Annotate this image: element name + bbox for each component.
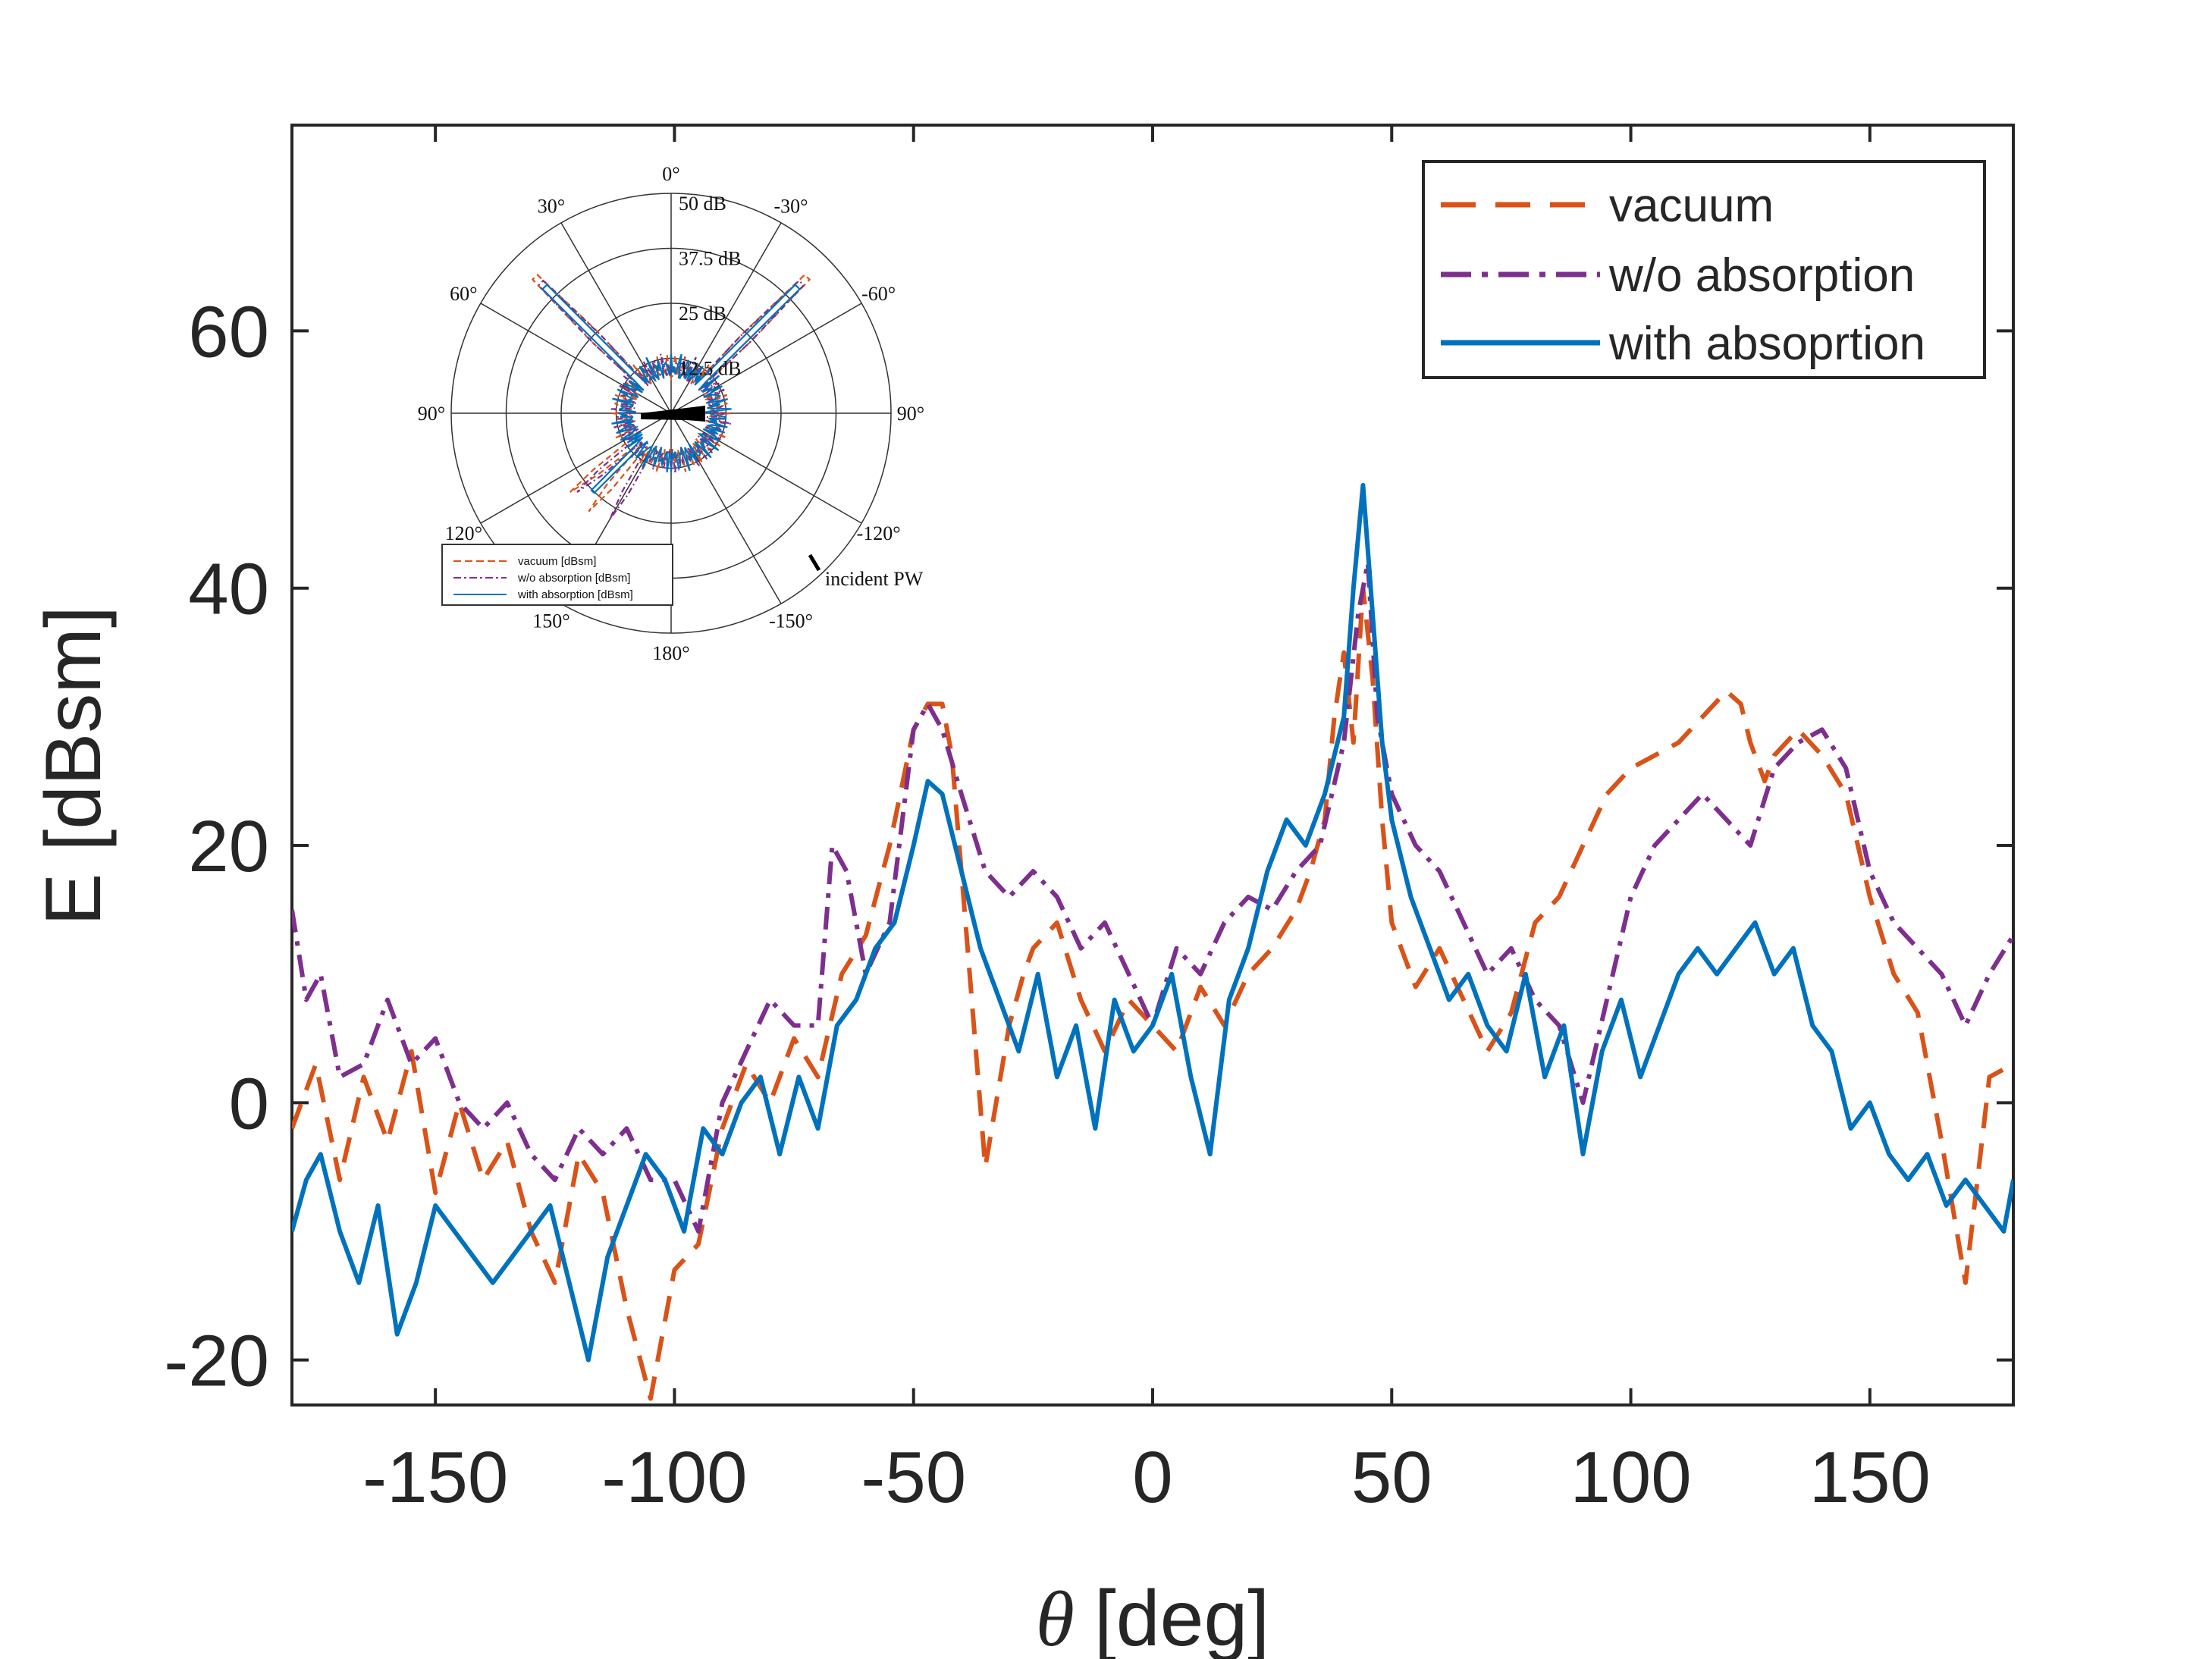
x-axis-label: θ [deg]	[1036, 1575, 1269, 1659]
x-tick-label: -100	[601, 1437, 747, 1518]
legend-label-with-absorption: with absoprtion	[1608, 318, 1925, 370]
polar-target-shape	[641, 406, 705, 422]
incident-pw-marker	[808, 554, 821, 572]
polar-angle-label: 90°	[897, 403, 924, 425]
legend: vacuum w/o absorption with absoprtion	[1422, 160, 1986, 379]
polar-angle-label: 120°	[445, 522, 482, 544]
series-line-vacuum	[292, 585, 2013, 1401]
x-tick-label: 150	[1809, 1437, 1931, 1518]
polar-r-labels: 12.5 dB 25 dB 37.5 dB 50 dB	[679, 193, 741, 380]
target-silhouette	[641, 406, 705, 422]
inset-legend-label-wo-absorption: w/o absorption [dBsm]	[517, 572, 630, 585]
y-tick-label: 20	[188, 806, 269, 887]
polar-angle-label: 180°	[652, 642, 689, 664]
polar-angle-label: 60°	[450, 283, 477, 305]
y-ticks	[292, 329, 2013, 1362]
polar-angle-label: 90°	[418, 403, 445, 425]
polar-angle-label: -120°	[857, 522, 901, 544]
legend-label-vacuum: vacuum	[1609, 180, 1774, 232]
y-axis-label: E [dBsm]	[30, 606, 118, 926]
y-tick-label: 60	[188, 291, 269, 372]
polar-angle-label: 150°	[532, 610, 569, 632]
series-line-with-absorption	[292, 483, 2013, 1363]
polar-r-label: 37.5 dB	[679, 248, 741, 270]
inset-legend-label-with-absorption: with absorption [dBsm]	[517, 588, 633, 601]
inset-legend-label-vacuum: vacuum [dBsm]	[518, 555, 596, 568]
x-tick-label: -150	[362, 1437, 508, 1518]
x-tick-label: -50	[861, 1437, 966, 1518]
legend-label-wo-absorption: w/o absorption	[1608, 249, 1915, 302]
y-tick-label: 0	[229, 1063, 269, 1144]
x-tick-label: 0	[1132, 1437, 1172, 1518]
y-tick-label: -20	[164, 1321, 269, 1402]
polar-angle-labels: 0° 30° 60° 90° 120° 150° 180° -30° -60° 90° -120° -…	[418, 163, 924, 664]
polar-r-label: 12.5 dB	[679, 358, 741, 380]
polar-angle-label: -150°	[769, 610, 813, 632]
polar-r-label: 25 dB	[679, 303, 726, 325]
polar-curve-vacuum	[531, 273, 811, 513]
y-tick-labels: -20 0 20 40 60	[164, 291, 269, 1401]
polar-curve-with-absorption	[541, 283, 802, 494]
polar-angle-label: -30°	[773, 195, 808, 217]
incident-pw-label: incident PW	[825, 568, 924, 590]
polar-angle-label: 0°	[662, 163, 679, 185]
x-ticks	[434, 125, 1872, 1405]
series-line-wo-absorption	[292, 560, 2013, 1234]
x-tick-labels: -150 -100 -50 0 50 100 150	[362, 1437, 1931, 1518]
series-layer	[292, 483, 2013, 1401]
polar-r-label: 50 dB	[679, 193, 726, 215]
polar-inset: 0° 30° 60° 90° 120° 150° 180° -30° -60° 90° -120° -…	[418, 163, 924, 664]
inset-legend: vacuum [dBsm] w/o absorption [dBsm] with…	[441, 544, 673, 606]
polar-curves	[531, 273, 811, 520]
polar-angle-label: 30°	[538, 195, 565, 217]
x-tick-label: 50	[1351, 1437, 1432, 1518]
x-tick-label: 100	[1570, 1437, 1691, 1518]
y-tick-label: 40	[188, 549, 269, 630]
polar-angle-label: -60°	[861, 283, 896, 305]
